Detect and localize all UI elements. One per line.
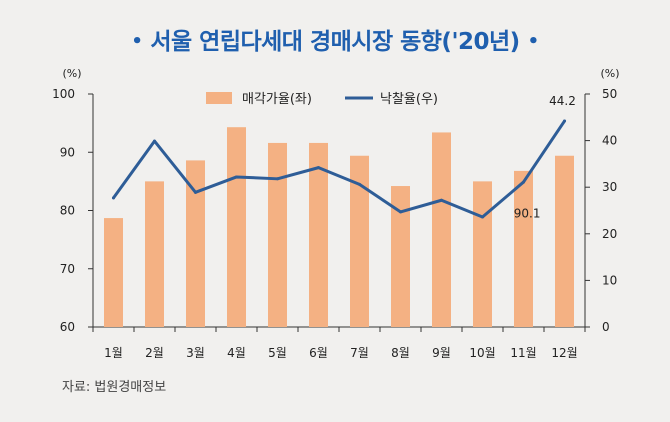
left-tick-label: 70 — [60, 262, 75, 276]
right-tick-label: 50 — [602, 87, 617, 101]
chart-legend: 매각가율(좌) 낙찰율(우) — [206, 92, 438, 107]
bar — [555, 155, 574, 327]
x-tick-label: 7월 — [350, 346, 369, 360]
legend-bar-label: 매각가율(좌) — [242, 92, 312, 107]
x-tick-label: 9월 — [432, 346, 451, 360]
x-tick-label: 10월 — [469, 346, 495, 360]
right-tick-label: 10 — [602, 273, 617, 287]
line-point — [112, 196, 115, 200]
legend-bar-swatch — [206, 92, 232, 104]
chart-title: • 서울 연립다세대 경매시장 동향('20년) • — [0, 22, 670, 56]
line-point — [153, 139, 156, 143]
line-point — [358, 182, 361, 186]
left-tick-label: 60 — [60, 320, 75, 334]
title-bullet-right: • — [527, 31, 540, 52]
left-tick-label: 100 — [52, 87, 75, 101]
x-tick-label: 11월 — [510, 346, 536, 360]
bar — [145, 181, 164, 327]
bar-series — [104, 127, 574, 327]
right-tick-label: 20 — [602, 227, 617, 241]
bar — [227, 127, 246, 327]
bar — [350, 155, 369, 327]
x-tick-label: 8월 — [391, 346, 410, 360]
line-point — [276, 177, 279, 181]
line-data-label: 44.2 — [549, 94, 576, 108]
x-tick-label: 6월 — [309, 346, 328, 360]
line-point — [399, 210, 402, 214]
left-tick-label: 80 — [60, 204, 75, 218]
legend-line-label: 낙찰율(우) — [380, 92, 438, 107]
right-tick-label: 40 — [602, 134, 617, 148]
bar — [268, 142, 287, 327]
chart-axes: 60 70 80 90 100 0 10 20 30 40 50 (%) (%) 1월 2월 3월 4월 5월 6월… — [52, 67, 619, 360]
title-bullet-left: • — [131, 31, 143, 52]
bar — [514, 170, 533, 327]
left-tick-label: 90 — [60, 145, 75, 159]
bar — [309, 142, 328, 327]
x-tick-label: 1월 — [104, 346, 123, 360]
right-tick-label: 30 — [602, 180, 617, 194]
right-tick-label: 0 — [602, 320, 610, 334]
bar — [104, 218, 123, 327]
bar-data-label: 90.1 — [514, 207, 541, 221]
x-tick-label: 5월 — [268, 346, 287, 360]
x-tick-label: 3월 — [186, 346, 205, 360]
line-point — [522, 180, 525, 184]
line-point — [194, 190, 197, 194]
line-series — [112, 119, 566, 219]
line-point — [317, 166, 320, 170]
left-axis-unit: (%) — [62, 67, 81, 80]
x-tick-label: 12월 — [551, 346, 577, 360]
x-tick-label: 2월 — [145, 346, 164, 360]
chart-title-text: 서울 연립다세대 경매시장 동향('20년) — [150, 29, 520, 55]
line-point — [235, 175, 238, 179]
chart-labels: 44.2 90.1 — [514, 94, 576, 221]
right-axis-unit: (%) — [600, 67, 619, 80]
line-point — [440, 198, 443, 202]
line-point — [563, 119, 566, 123]
bar — [473, 181, 492, 327]
line-path — [112, 119, 566, 219]
source-note: 자료: 법원경매정보 — [62, 380, 167, 395]
line-point — [481, 215, 484, 219]
bar — [186, 160, 205, 327]
bar — [432, 132, 451, 327]
bar — [391, 186, 410, 327]
x-tick-label: 4월 — [227, 346, 246, 360]
